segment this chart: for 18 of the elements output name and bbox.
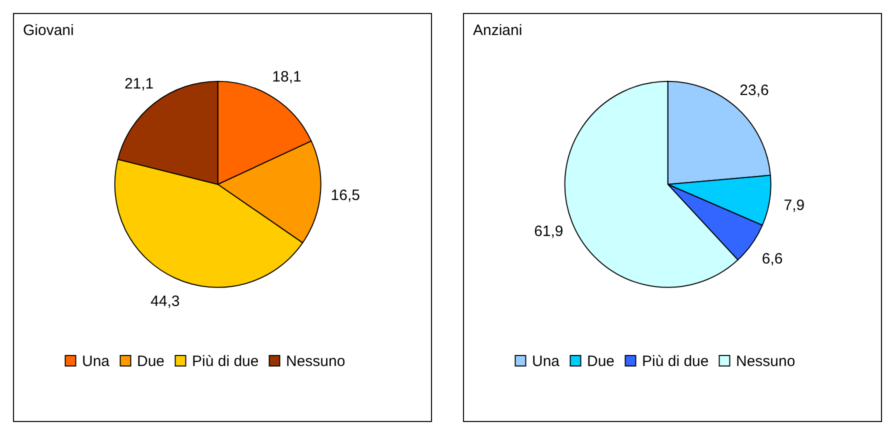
legend-label: Due — [587, 352, 615, 370]
legend-label: Nessuno — [286, 352, 346, 370]
legend-label: Una — [82, 352, 110, 370]
chart-title: Giovani — [23, 22, 74, 39]
legend-label: Due — [137, 352, 165, 370]
data-label: 23,6 — [740, 82, 769, 99]
data-label: 18,1 — [272, 68, 302, 86]
data-label: 44,3 — [150, 293, 180, 310]
legend-label: Una — [532, 352, 560, 370]
chart-title: Anziani — [473, 22, 522, 39]
legend-label: Più di due — [642, 352, 709, 370]
data-label: 21,1 — [124, 75, 154, 92]
data-label: 7,9 — [784, 196, 805, 214]
data-label: 61,9 — [534, 223, 564, 240]
legend-label: Più di due — [192, 352, 259, 370]
legend-label: Nessuno — [736, 352, 796, 370]
data-label: 16,5 — [330, 187, 360, 204]
data-label: 6,6 — [762, 250, 783, 268]
